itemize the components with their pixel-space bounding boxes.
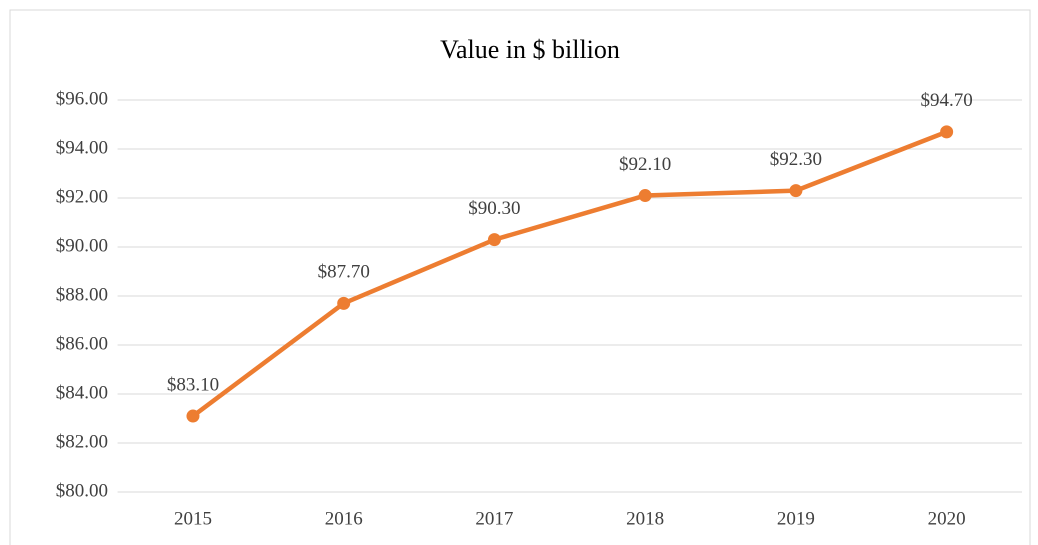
y-tick-label: $86.00 [56, 333, 108, 354]
data-label: $94.70 [921, 90, 973, 111]
data-label: $90.30 [468, 198, 520, 219]
series-line [191, 129, 948, 418]
data-label: $92.30 [770, 149, 822, 170]
y-tick-label: $88.00 [56, 284, 108, 305]
chart-title: Value in $ billion [440, 35, 620, 64]
x-tick-label: 2018 [626, 508, 664, 529]
x-tick-label: 2015 [174, 508, 212, 529]
data-point [638, 189, 652, 203]
x-tick-label: 2016 [325, 508, 363, 529]
data-label: $87.70 [318, 262, 370, 283]
x-tick-label: 2019 [777, 508, 815, 529]
x-tick-label: 2020 [928, 508, 966, 529]
data-point [186, 409, 200, 423]
y-tick-label: $80.00 [56, 480, 108, 501]
y-tick-label: $96.00 [56, 88, 108, 109]
data-point [940, 125, 954, 139]
data-label: $83.10 [167, 374, 219, 395]
y-tick-label: $84.00 [56, 382, 108, 403]
x-tick-label: 2017 [475, 508, 513, 529]
y-tick-label: $82.00 [56, 431, 108, 452]
data-point [337, 296, 351, 310]
y-tick-label: $94.00 [56, 137, 108, 158]
y-tick-label: $90.00 [56, 235, 108, 256]
data-label: $92.10 [619, 154, 671, 175]
chart-frame [9, 9, 1031, 545]
data-point [789, 184, 803, 198]
y-tick-label: $92.00 [56, 186, 108, 207]
data-point [487, 233, 501, 247]
